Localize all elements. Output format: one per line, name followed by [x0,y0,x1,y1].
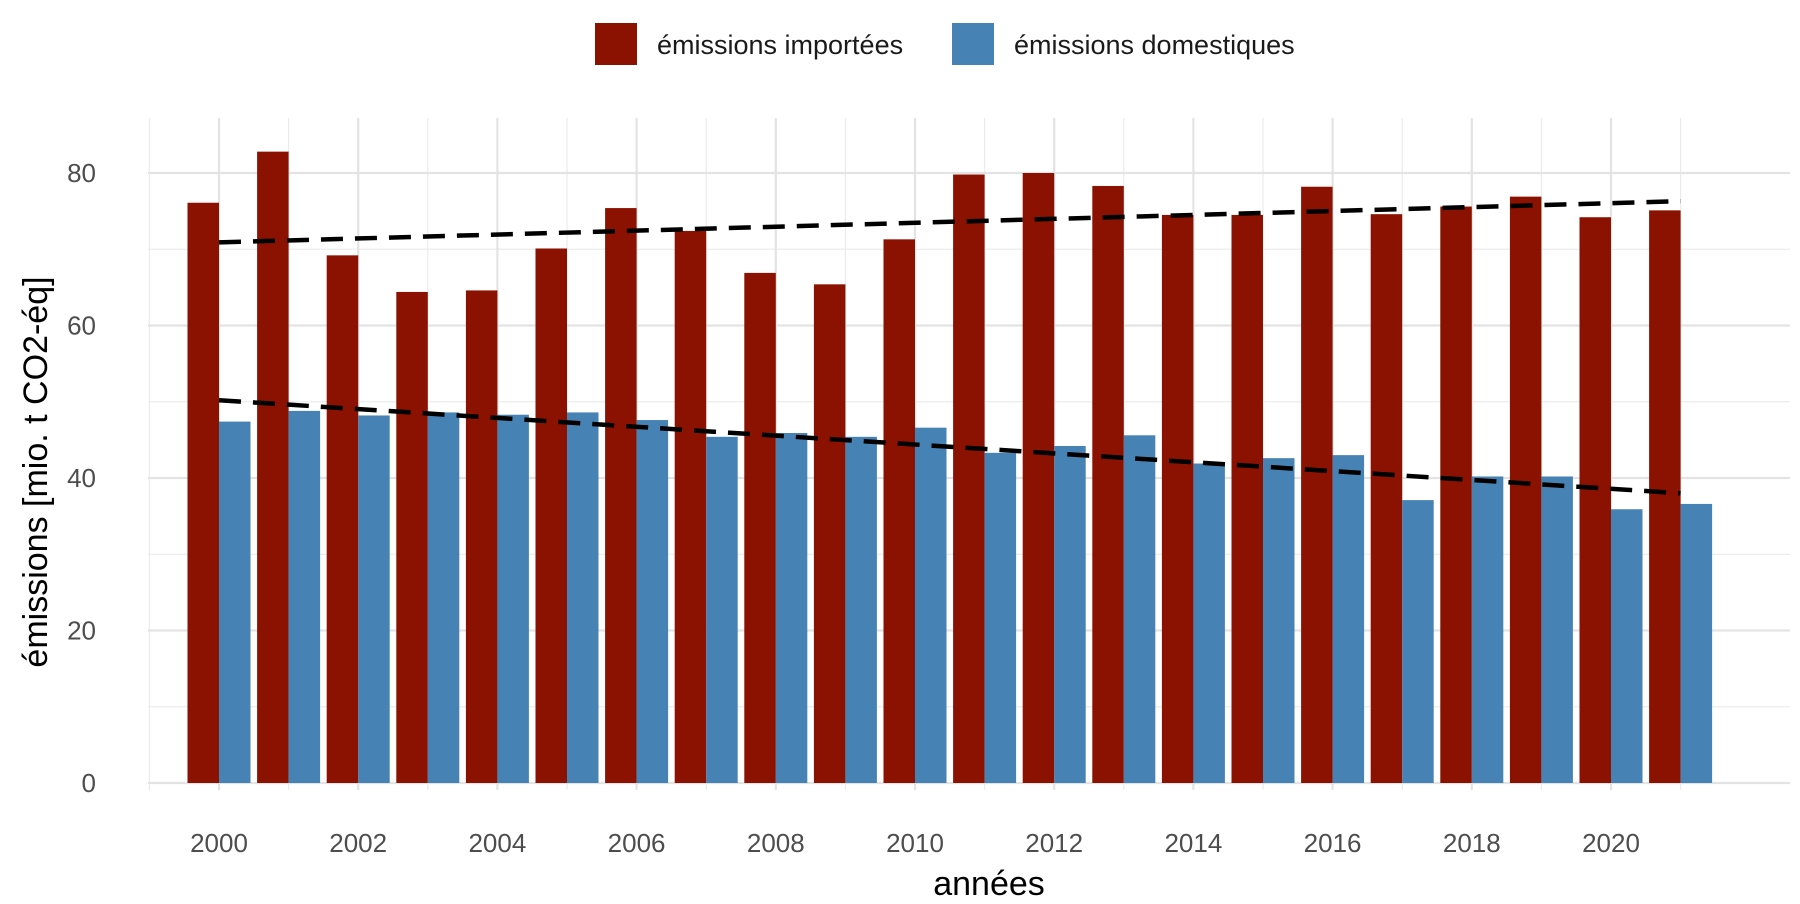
bar-imported-2012 [1022,173,1055,783]
bar-domestic-2003 [427,412,460,783]
bar-imported-2019 [1509,196,1542,783]
x-tick-label-2008: 2008 [747,828,805,858]
y-axis-title: émissions [mio. t CO2-éq] [17,276,55,667]
x-tick-label-2020: 2020 [1582,828,1640,858]
bar-domestic-2002 [358,415,390,783]
bar-imported-2000 [187,202,219,784]
bar-imported-2013 [1092,185,1124,783]
trend-line-domestic [218,397,1681,496]
bar-imported-2018 [1440,206,1472,784]
x-axis-title: années [933,865,1045,903]
bar-domestic-2008 [775,433,808,783]
bar-imported-2020 [1579,217,1611,784]
bar-imported-2008 [744,272,776,783]
bars [187,151,1713,784]
bar-imported-2010 [883,239,915,783]
bar-domestic-2010 [915,427,947,783]
legend-swatch [952,23,994,65]
x-tick-label-2010: 2010 [886,828,944,858]
bar-domestic-2004 [497,414,529,783]
bar-domestic-2009 [845,436,877,783]
bar-domestic-2001 [288,410,321,783]
x-tick-label-2014: 2014 [1164,828,1222,858]
bar-imported-2006 [605,208,637,783]
bar-imported-2015 [1231,214,1263,783]
bar-domestic-2017 [1402,500,1434,783]
bar-domestic-2013 [1123,435,1156,783]
x-tick-label-2002: 2002 [329,828,387,858]
bar-imported-2009 [813,284,846,783]
bar-domestic-2012 [1054,445,1086,783]
bar-domestic-2019 [1541,476,1573,783]
bar-imported-2003 [396,291,428,783]
bar-imported-2011 [953,174,985,783]
x-axis-ticks: 2000 2002 2004 2006 2008 2010 2012 2014 2016 2018… [190,828,1640,858]
bar-imported-2002 [326,255,359,784]
bar-domestic-2005 [567,412,599,783]
bar-domestic-2021 [1680,503,1713,783]
bar-imported-2005 [535,248,567,784]
y-tick-label-20: 20 [67,616,96,646]
x-tick-label-2004: 2004 [468,828,526,858]
bar-imported-2021 [1649,210,1681,784]
legend-label: émissions importées [657,30,903,60]
bar-domestic-2018 [1471,476,1504,783]
bar-domestic-2000 [219,421,251,783]
bar-domestic-2006 [636,420,669,783]
bar-imported-2004 [465,290,498,783]
bar-domestic-2011 [984,452,1017,783]
y-tick-label-80: 80 [67,158,96,188]
trend-lines [218,198,1681,496]
legend-label: émissions domestiques [1014,30,1295,60]
y-tick-label-60: 60 [67,311,96,341]
bar-domestic-2020 [1611,509,1643,783]
y-tick-label-0: 0 [82,768,96,798]
x-tick-label-2012: 2012 [1025,828,1083,858]
x-tick-label-2006: 2006 [608,828,666,858]
legend-item-domestic: émissions domestiques [952,23,1295,65]
bar-imported-2007 [674,230,707,783]
x-tick-label-2018: 2018 [1443,828,1501,858]
bar-domestic-2015 [1263,458,1295,783]
bar-imported-2017 [1370,214,1403,784]
x-tick-label-2016: 2016 [1304,828,1362,858]
bar-imported-2001 [257,151,289,783]
bar-imported-2016 [1301,186,1333,784]
legend: émissions importées émissions domestiques [595,23,1295,65]
x-tick-label-2000: 2000 [190,828,248,858]
y-axis-ticks: 0 20 40 60 80 [67,158,96,798]
bar-domestic-2016 [1332,455,1365,783]
legend-swatch [595,23,637,65]
bar-imported-2014 [1161,214,1194,783]
trend-line-imported [218,198,1681,245]
y-tick-label-40: 40 [67,463,96,493]
bar-domestic-2014 [1193,463,1225,783]
legend-item-imported: émissions importées [595,23,903,65]
bar-domestic-2007 [706,436,738,783]
